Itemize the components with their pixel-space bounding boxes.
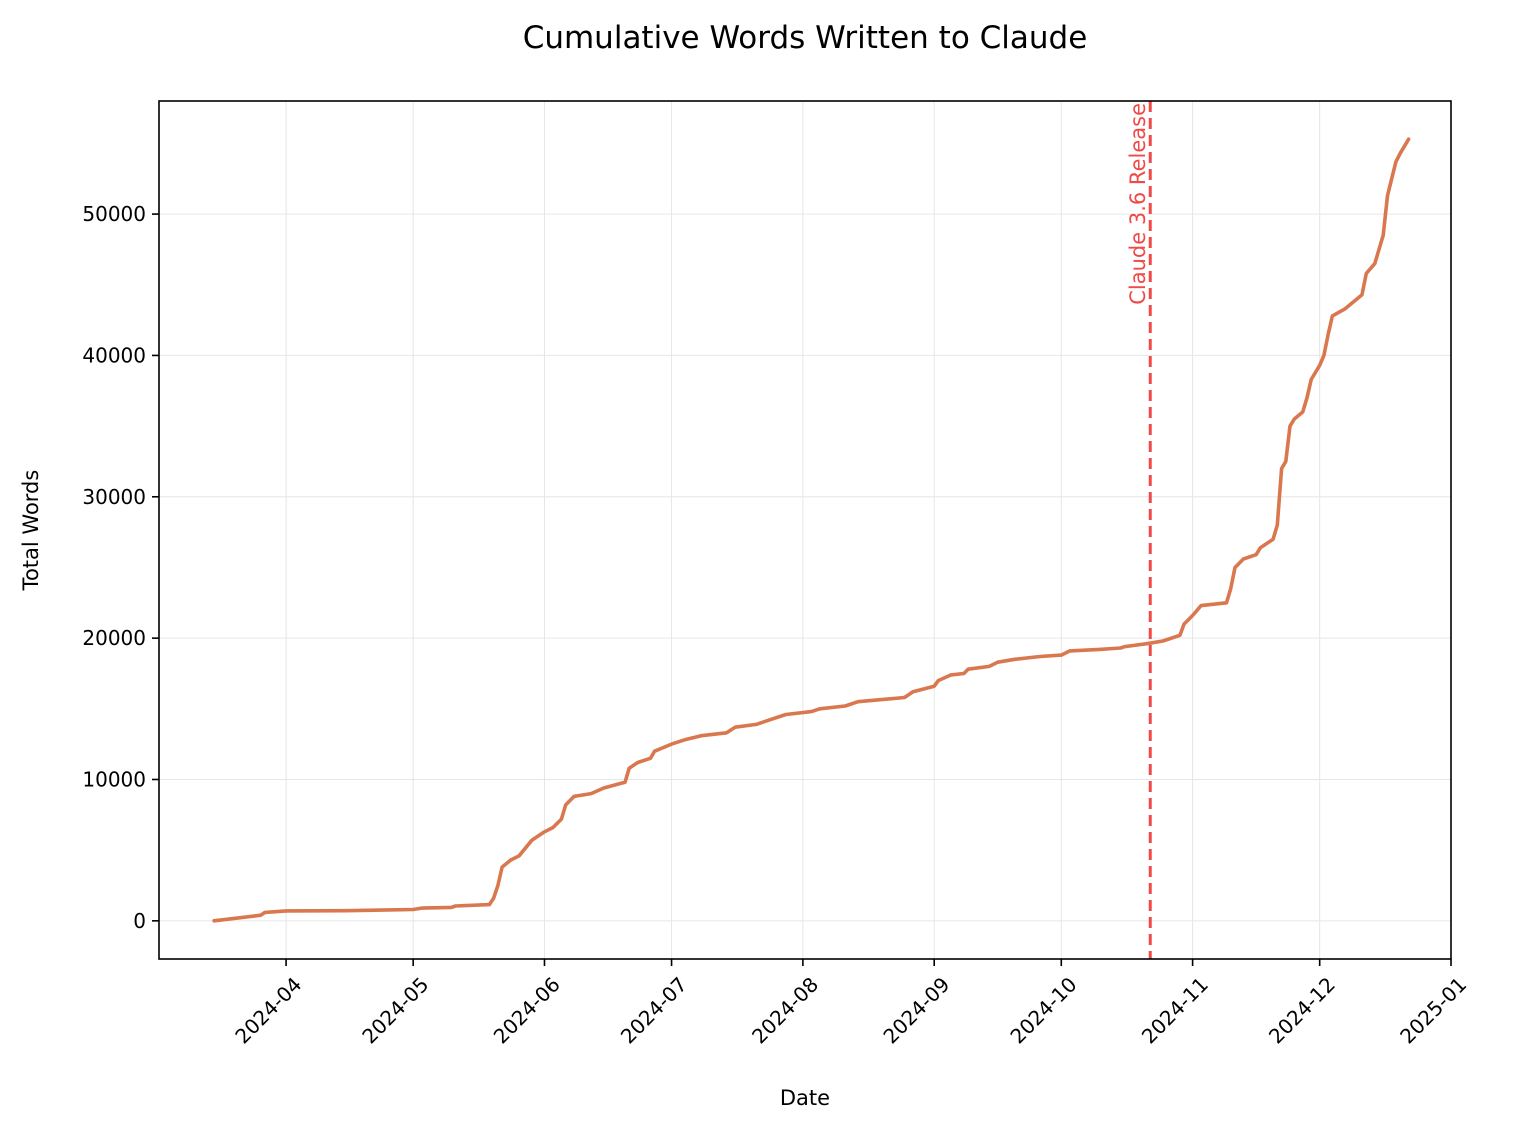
series-line-0 bbox=[212, 137, 1411, 923]
x-tick-label: 2025-01 bbox=[1395, 972, 1471, 1048]
x-tick-label: 2024-04 bbox=[230, 972, 306, 1048]
grid bbox=[159, 101, 1452, 959]
x-tick-label: 2024-07 bbox=[616, 972, 692, 1048]
release-marker-label: Claude 3.6 Release bbox=[1126, 103, 1150, 305]
chart-title: Cumulative Words Written to Claude bbox=[523, 20, 1088, 56]
y-axis-title: Total Words bbox=[19, 470, 43, 592]
x-axis: 2024-04 2024-05 2024-06 2024-07 2024-08 2024-… bbox=[230, 959, 1471, 1048]
y-axis: 0 10000 20000 30000 40000 50000 bbox=[82, 202, 159, 933]
x-tick-label: 2024-12 bbox=[1264, 972, 1340, 1048]
y-tick-label: 50000 bbox=[82, 202, 146, 226]
x-tick-label: 2024-11 bbox=[1137, 972, 1213, 1048]
x-tick-label: 2024-08 bbox=[747, 972, 823, 1048]
x-tick-label: 2024-09 bbox=[878, 972, 954, 1048]
x-axis-title: Date bbox=[780, 1086, 830, 1110]
y-tick-label: 10000 bbox=[82, 767, 146, 791]
x-tick-label: 2024-05 bbox=[357, 972, 433, 1048]
x-tick-label: 2024-06 bbox=[489, 972, 565, 1048]
y-tick-label: 30000 bbox=[82, 485, 146, 509]
y-tick-label: 40000 bbox=[82, 343, 146, 367]
plot-area: Claude 3.6 Release bbox=[212, 101, 1411, 959]
plot-frame bbox=[158, 100, 1452, 960]
x-tick-label: 2024-10 bbox=[1005, 972, 1081, 1048]
y-tick-label: 20000 bbox=[82, 626, 146, 650]
y-tick-label: 0 bbox=[133, 909, 146, 933]
